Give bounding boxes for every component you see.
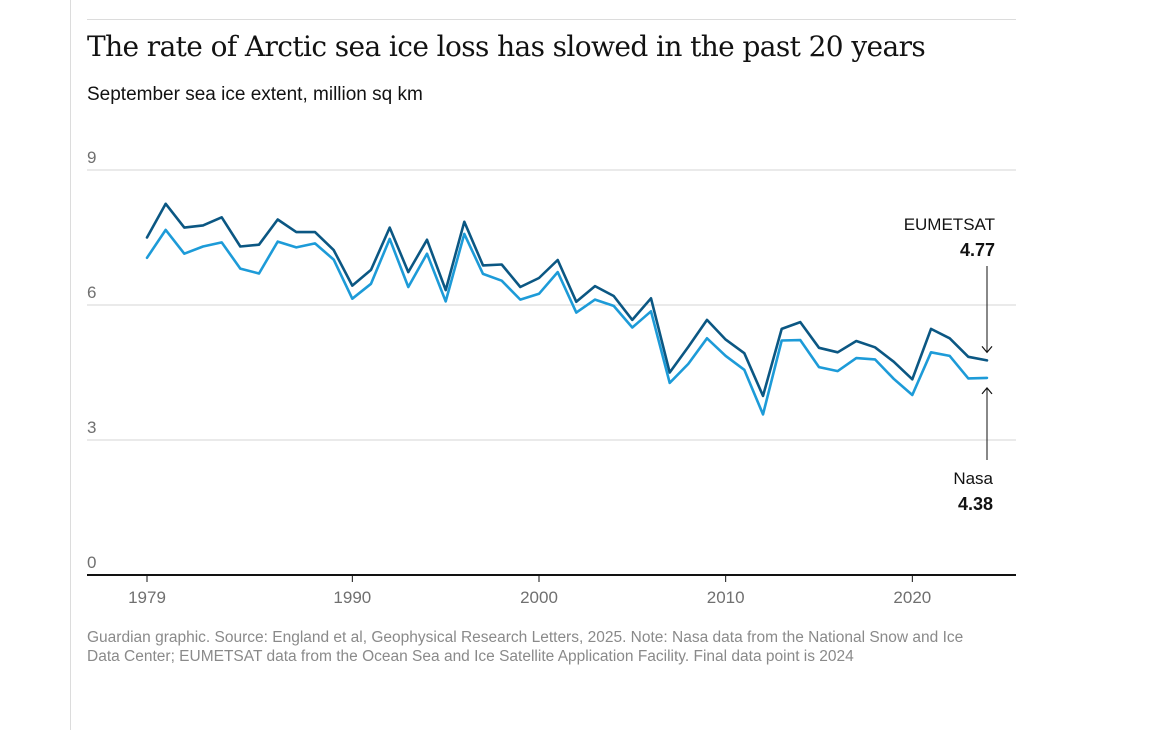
arrowhead-eumetsat [981,345,993,354]
series-lines [145,202,989,416]
chart-subtitle: September sea ice extent, million sq km [87,84,423,105]
gridlines [87,169,1016,576]
y-tick-label: 0 [87,553,96,572]
series-line-eumetsat [145,202,989,398]
end-annotations: EUMETSAT 4.77 Nasa 4.38 [904,215,995,514]
y-tick-label: 3 [87,418,96,437]
arrowhead-nasa [981,386,993,395]
x-tick-label: 2020 [893,588,931,607]
y-axis-ticks: 0 3 6 9 [87,148,96,572]
x-tick-label: 1990 [333,588,371,607]
y-tick-label: 6 [87,283,96,302]
legend-label-nasa: Nasa [953,469,993,488]
top-rule [87,19,1016,20]
y-tick-label: 9 [87,148,96,167]
end-value-nasa: 4.38 [958,494,993,514]
series-line-nasa [145,228,989,416]
chart-title: The rate of Arctic sea ice loss has slow… [87,30,926,63]
x-axis-ticks: 1979 1990 2000 2010 2020 [128,575,931,607]
x-tick-label: 2010 [707,588,745,607]
left-border [70,0,71,730]
x-tick-label: 2000 [520,588,558,607]
x-tick-label: 1979 [128,588,166,607]
end-value-eumetsat: 4.77 [960,240,995,260]
source-footnote: Guardian graphic. Source: England et al,… [87,629,964,665]
legend-label-eumetsat: EUMETSAT [904,215,995,234]
